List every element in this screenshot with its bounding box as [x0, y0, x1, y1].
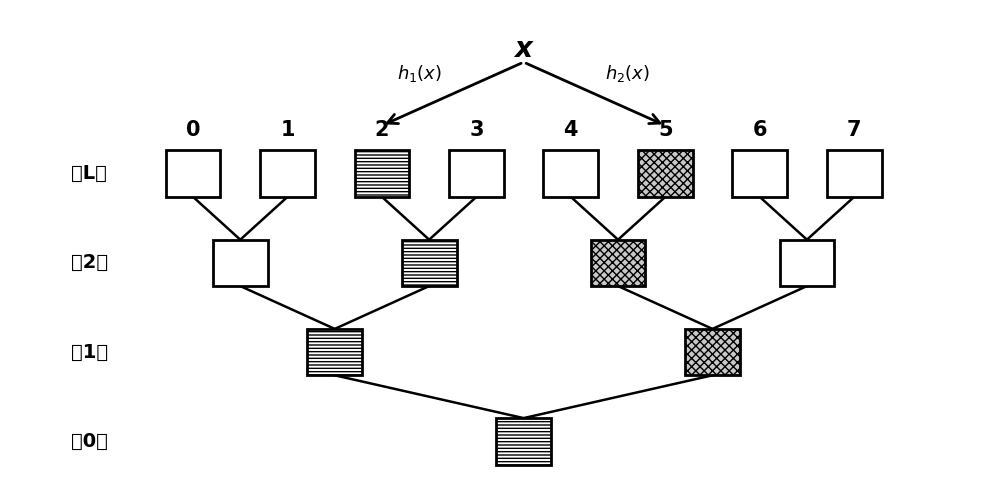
Bar [213, 240, 268, 286]
Text: $h_1(x)$: $h_1(x)$ [397, 63, 442, 84]
Text: 第0层: 第0层 [71, 432, 108, 451]
Text: 第2层: 第2层 [71, 253, 108, 272]
Text: 1: 1 [280, 120, 295, 140]
Text: 2: 2 [375, 120, 389, 140]
Bar [827, 151, 882, 197]
Bar [685, 329, 740, 375]
Text: $h_2(x)$: $h_2(x)$ [605, 63, 650, 84]
Text: 6: 6 [752, 120, 767, 140]
Bar [307, 329, 362, 375]
Bar [355, 151, 409, 197]
Text: 4: 4 [564, 120, 578, 140]
Bar [496, 418, 551, 465]
Text: 7: 7 [847, 120, 861, 140]
Bar [166, 151, 220, 197]
Bar [638, 151, 693, 197]
Bar [732, 151, 787, 197]
Text: 0: 0 [186, 120, 200, 140]
Bar [260, 151, 315, 197]
Bar [449, 151, 504, 197]
Bar [780, 240, 834, 286]
Bar [543, 151, 598, 197]
Bar [402, 240, 457, 286]
Bar [591, 240, 645, 286]
Text: 5: 5 [658, 120, 673, 140]
Text: 3: 3 [469, 120, 484, 140]
Text: 第L层: 第L层 [71, 164, 107, 183]
Text: $\boldsymbol{x}$: $\boldsymbol{x}$ [513, 35, 534, 63]
Text: 第1层: 第1层 [71, 343, 108, 362]
